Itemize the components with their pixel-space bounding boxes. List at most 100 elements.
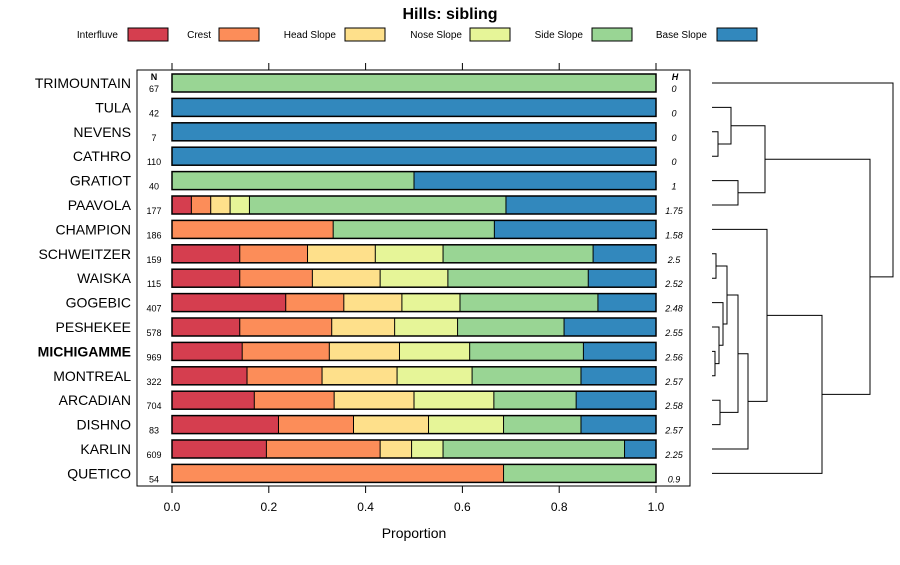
legend-swatch-side-slope: [591, 27, 633, 42]
bar-segment-base-slope: [494, 220, 656, 239]
bar-segment-side-slope: [333, 220, 495, 239]
bar-segment-nose-slope: [397, 366, 473, 385]
bar-outline: [171, 439, 657, 459]
row-label: TULA: [95, 99, 131, 115]
n-value: 578: [146, 328, 161, 338]
bar-segment-head-slope: [331, 318, 395, 336]
bar-segment-crest: [191, 196, 211, 214]
h-value: 2.57: [664, 426, 684, 436]
bar-segment-head-slope: [343, 293, 402, 312]
n-value: 186: [146, 230, 161, 240]
bar-segment-base-slope: [576, 391, 656, 410]
n-value: 40: [149, 182, 159, 192]
bar-segment-side-slope: [493, 391, 577, 410]
bar-row-tula: TULA 42 0: [95, 97, 677, 118]
h-value: 2.25: [664, 450, 684, 460]
x-axis-label: Proportion: [382, 525, 447, 541]
bar-segment-head-slope: [307, 244, 376, 263]
bar-row-quetico: QUETICO 54 0.9: [67, 463, 681, 484]
bar-segment-side-slope: [172, 74, 656, 92]
bar-segment-crest: [242, 342, 330, 361]
row-label: SCHWEITZER: [38, 246, 131, 262]
bar-row-gogebic: GOGEBIC 407 2.48: [66, 292, 683, 314]
bar-segment-nose-slope: [399, 342, 470, 361]
dendrogram-link: [712, 82, 894, 278]
legend-label-nose-slope: Nose Slope: [410, 30, 462, 41]
n-value: 159: [146, 255, 161, 265]
bar-row-champion: CHAMPION 186 1.58: [56, 219, 683, 240]
bar-segment-side-slope: [447, 269, 589, 288]
bar-segment-base-slope: [172, 147, 656, 166]
n-value: 67: [149, 84, 159, 94]
bar-segment-base-slope: [597, 293, 656, 312]
bar-segment-nose-slope: [394, 318, 458, 336]
row-label: GRATIOT: [70, 173, 132, 189]
bar-segment-side-slope: [443, 244, 594, 263]
bar-segment-side-slope: [459, 293, 598, 312]
bar-segment-crest: [239, 269, 313, 288]
h-value: 0: [671, 133, 676, 143]
bar-segment-crest: [285, 293, 344, 312]
bar-outline: [171, 73, 657, 93]
row-label: PAAVOLA: [68, 197, 132, 213]
bar-row-paavola: PAAVOLA 177 1.75: [68, 195, 684, 216]
x-tick-label: 0.6: [454, 500, 471, 514]
legend-label-base-slope: Base Slope: [656, 30, 708, 41]
bar-segment-base-slope: [564, 318, 656, 336]
h-value: 1: [671, 182, 676, 192]
x-tick-label: 1.0: [648, 500, 665, 514]
n-value: 83: [149, 426, 159, 436]
bar-row-nevens: NEVENS 7 0: [73, 122, 677, 143]
bar-segment-interfluve: [172, 391, 255, 410]
n-value: 54: [149, 474, 159, 484]
bar-segment-nose-slope: [414, 391, 494, 410]
bar-row-michigamme: MICHIGAMME 969 2.56: [38, 341, 683, 362]
plot-frame: [136, 69, 691, 487]
bar-segment-head-slope: [353, 415, 429, 434]
h-value: 0: [671, 157, 676, 167]
h-column-header: H: [672, 72, 679, 82]
bar-segment-base-slope: [593, 244, 656, 263]
bar-segment-interfluve: [172, 244, 240, 263]
bar-outline: [171, 219, 657, 240]
row-label: KARLIN: [80, 441, 131, 457]
bar-segment-interfluve: [172, 366, 248, 385]
bar-outline: [171, 268, 657, 288]
h-value: 2.56: [664, 352, 683, 362]
bar-segment-head-slope: [380, 440, 412, 458]
bar-rows: TRIMOUNTAIN 67 0 TULA 42 0 NEVENS 7 0 CATHRO 110 0 G…: [35, 73, 684, 484]
n-value: 322: [146, 377, 161, 387]
bar-segment-base-slope: [505, 196, 656, 214]
bar-segment-interfluve: [172, 318, 240, 336]
x-tick-label: 0.8: [551, 500, 568, 514]
bar-segment-crest: [247, 366, 323, 385]
bar-row-cathro: CATHRO 110 0: [73, 146, 677, 167]
bar-segment-nose-slope: [375, 244, 444, 263]
bar-segment-crest: [278, 415, 354, 434]
bar-segment-interfluve: [172, 269, 240, 288]
h-value: 0: [671, 84, 676, 94]
bar-segment-side-slope: [457, 318, 565, 336]
bar-row-schweitzer: SCHWEITZER 159 2.5: [38, 244, 681, 265]
n-value: 407: [146, 304, 161, 314]
bar-outline: [171, 414, 657, 435]
bar-segment-nose-slope: [411, 440, 444, 458]
bar-segment-base-slope: [414, 171, 656, 190]
row-label: QUETICO: [67, 465, 131, 481]
h-value: 2.52: [664, 279, 683, 289]
bar-segment-interfluve: [172, 196, 192, 214]
bar-row-dishno: DISHNO 83 2.57: [77, 414, 684, 436]
bar-segment-base-slope: [583, 342, 656, 361]
bar-outline: [171, 463, 657, 484]
bar-segment-side-slope: [503, 415, 581, 434]
bar-outline: [171, 366, 657, 386]
bar-segment-side-slope: [443, 440, 625, 458]
n-value: 110: [147, 157, 161, 167]
bar-segment-crest: [239, 318, 332, 336]
row-label: MONTREAL: [53, 368, 131, 384]
bar-segment-nose-slope: [380, 269, 448, 288]
bar-row-trimountain: TRIMOUNTAIN 67 0: [35, 73, 677, 94]
bar-segment-nose-slope: [428, 415, 504, 434]
h-value: 0.9: [668, 474, 681, 484]
bar-segment-head-slope: [322, 366, 398, 385]
